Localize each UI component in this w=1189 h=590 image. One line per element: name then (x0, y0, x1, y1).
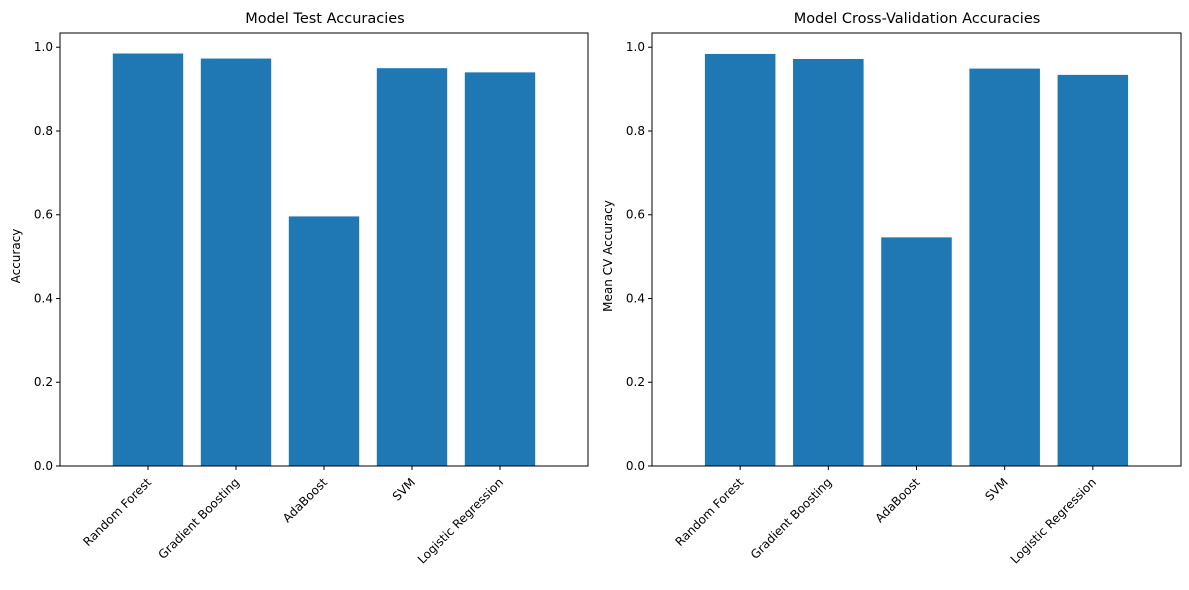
bar-svm (376, 68, 448, 467)
y-tick-label: 0.4 (34, 291, 53, 305)
x-tick-label: Gradient Boosting (748, 475, 835, 562)
plot-frame (59, 32, 589, 467)
x-ticks: Random Forest Gradient Boosting AdaBoost SV… (673, 466, 1099, 567)
x-tick-label: Logistic Regression (415, 475, 506, 566)
y-tick-label: 0.8 (34, 124, 53, 138)
x-tick-label: Logistic Regression (1008, 475, 1099, 566)
x-tick-label: SVM (982, 475, 1010, 503)
y-tick-label: 1.0 (626, 40, 645, 54)
x-tick-label: Random Forest (80, 475, 154, 549)
bar-logistic-regression (464, 72, 536, 467)
bar-random-forest (704, 53, 776, 466)
x-tick-label: AdaBoost (280, 475, 330, 525)
x-ticks: Random Forest Gradient Boosting AdaBoost SV… (80, 466, 506, 567)
y-axis-label: Mean CV Accuracy (601, 200, 615, 312)
chart-title: Model Cross-Validation Accuracies (794, 11, 1041, 27)
y-tick-label: 0.8 (626, 124, 645, 138)
bars (704, 53, 1129, 467)
chart-title: Model Test Accuracies (245, 11, 404, 27)
y-tick-label: 1.0 (34, 40, 53, 54)
bars (112, 53, 536, 467)
bar-gradient-boosting (793, 58, 864, 467)
bar-adaboost (881, 237, 952, 466)
bar-svm (969, 68, 1040, 466)
plot-frame (651, 32, 1182, 467)
x-tick-label: AdaBoost (873, 475, 923, 525)
cv-accuracy-chart: Model Cross-Validation Accuracies Mean C… (601, 11, 1182, 567)
bar-logistic-regression (1057, 74, 1129, 466)
x-tick-label: SVM (390, 475, 418, 503)
y-tick-label: 0.2 (626, 375, 645, 389)
y-tick-label: 0.6 (34, 208, 53, 222)
x-tick-label: Random Forest (673, 475, 747, 549)
bar-adaboost (288, 216, 360, 466)
y-axis-label: Accuracy (9, 229, 23, 284)
y-tick-label: 0.0 (626, 459, 645, 473)
bar-gradient-boosting (200, 58, 272, 466)
bar-random-forest (112, 53, 184, 467)
y-tick-label: 0.4 (626, 291, 645, 305)
y-ticks: 0.0 0.2 0.4 0.6 0.8 1.0 (34, 40, 60, 473)
y-tick-label: 0.0 (34, 459, 53, 473)
y-tick-label: 0.6 (626, 208, 645, 222)
y-ticks: 0.0 0.2 0.4 0.6 0.8 1.0 (626, 40, 652, 473)
x-tick-label: Gradient Boosting (156, 475, 243, 562)
y-tick-label: 0.2 (34, 375, 53, 389)
test-accuracy-chart: Model Test Accuracies Accuracy 0.0 0.2 0.4… (9, 11, 589, 567)
